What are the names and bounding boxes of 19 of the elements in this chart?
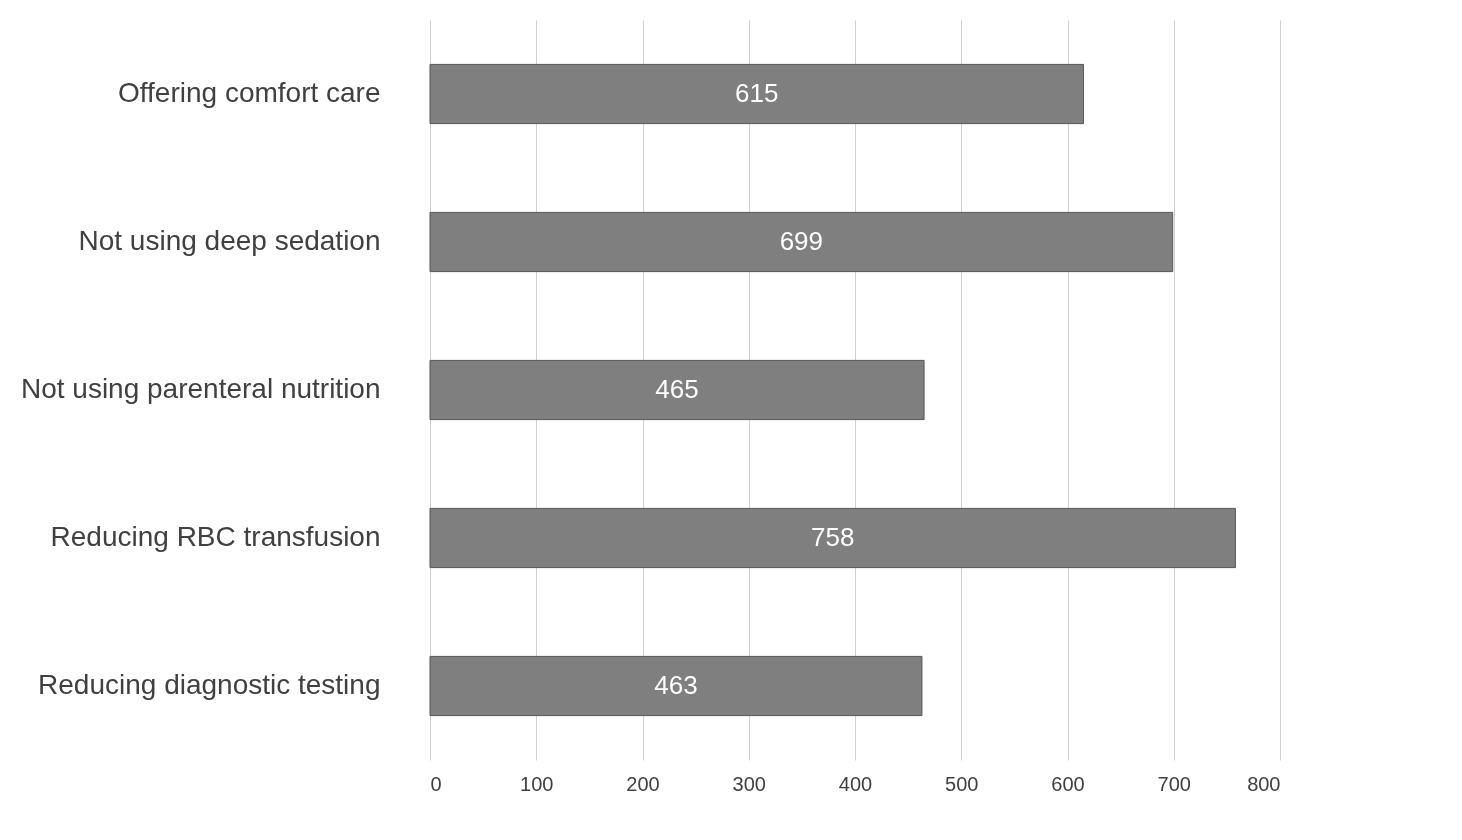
data-label: 758	[810, 522, 855, 552]
x-tick-label: 600	[1051, 772, 1085, 795]
x-tick-label: 300	[732, 772, 766, 795]
x-tick-label: 0	[430, 772, 442, 795]
data-label: 615	[735, 78, 779, 108]
x-tick-label: 500	[945, 772, 979, 795]
x-tick-label: 700	[1157, 772, 1191, 795]
x-tick-label: 400	[838, 772, 873, 795]
data-label: 465	[655, 374, 699, 404]
x-tick-label: 800	[1247, 772, 1281, 795]
y-tick-label: Not using deep sedation	[78, 225, 381, 256]
y-tick-label: Not using parenteral nutrition	[20, 373, 381, 404]
x-tick-label: 100	[520, 772, 554, 795]
x-tick-label: 200	[626, 772, 660, 795]
data-label: 463	[654, 670, 698, 700]
y-tick-label: Offering comfort care	[118, 77, 381, 108]
y-tick-label: Reducing RBC transfusion	[50, 521, 381, 552]
data-label: 699	[779, 226, 824, 256]
y-tick-label: Reducing diagnostic testing	[38, 669, 381, 700]
